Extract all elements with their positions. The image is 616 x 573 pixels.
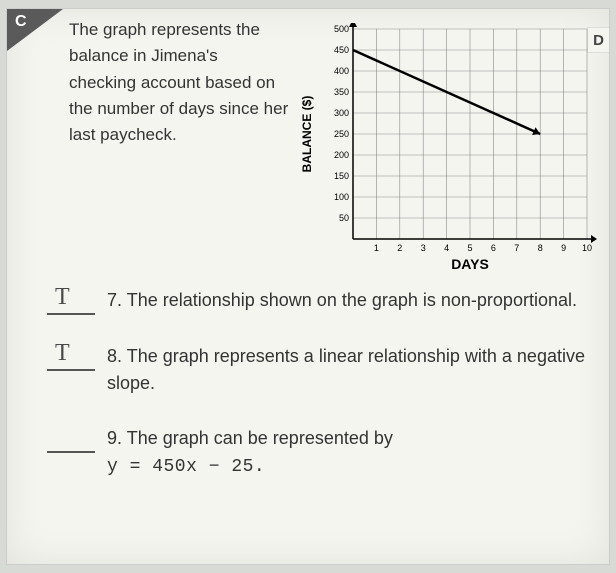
svg-text:500: 500 (334, 24, 349, 34)
question-row: T 7. The relationship shown on the graph… (47, 287, 589, 315)
question-number: 9. (107, 428, 122, 448)
question-number: 8. (107, 346, 122, 366)
svg-text:350: 350 (334, 87, 349, 97)
svg-text:DAYS: DAYS (451, 256, 489, 272)
svg-text:150: 150 (334, 171, 349, 181)
question-equation: y = 450x − 25. (107, 457, 265, 477)
question-text: 7. The relationship shown on the graph i… (107, 287, 589, 314)
intro-text: The graph represents the balance in Jime… (69, 17, 289, 149)
answer-blank-9[interactable] (47, 429, 95, 453)
svg-text:8: 8 (538, 243, 543, 253)
svg-text:300: 300 (334, 108, 349, 118)
svg-text:200: 200 (334, 150, 349, 160)
svg-text:1: 1 (374, 243, 379, 253)
question-text: 8. The graph represents a linear relatio… (107, 343, 589, 397)
question-row: 9. The graph can be represented by y = 4… (47, 425, 589, 481)
svg-text:9: 9 (561, 243, 566, 253)
svg-text:400: 400 (334, 66, 349, 76)
chart-svg: 1 2 3 4 5 6 7 8 9 10 50 100 150 200 250 300 350 400 450 500… (297, 23, 597, 273)
svg-text:2: 2 (397, 243, 402, 253)
answer-blank-7[interactable]: T (47, 291, 95, 315)
svg-text:3: 3 (421, 243, 426, 253)
handwritten-answer: T (55, 279, 70, 315)
answer-blank-8[interactable]: T (47, 347, 95, 371)
svg-text:7: 7 (514, 243, 519, 253)
question-number: 7. (107, 290, 122, 310)
svg-text:250: 250 (334, 129, 349, 139)
question-body: The relationship shown on the graph is n… (127, 290, 577, 310)
balance-chart: 1 2 3 4 5 6 7 8 9 10 50 100 150 200 250 300 350 400 450 500… (297, 23, 597, 273)
svg-text:5: 5 (467, 243, 472, 253)
svg-text:10: 10 (582, 243, 592, 253)
svg-text:4: 4 (444, 243, 449, 253)
handwritten-answer: T (55, 335, 70, 371)
section-label-c: C (15, 13, 27, 31)
question-row: T 8. The graph represents a linear relat… (47, 343, 589, 397)
question-list: T 7. The relationship shown on the graph… (47, 287, 589, 509)
svg-text:50: 50 (339, 213, 349, 223)
question-body: The graph represents a linear relationsh… (107, 346, 585, 393)
svg-text:450: 450 (334, 45, 349, 55)
svg-text:100: 100 (334, 192, 349, 202)
svg-text:6: 6 (491, 243, 496, 253)
question-text: 9. The graph can be represented by y = 4… (107, 425, 589, 481)
question-body: The graph can be represented by (127, 428, 393, 448)
worksheet-page: C D The graph represents the balance in … (6, 8, 610, 565)
svg-text:BALANCE ($): BALANCE ($) (300, 96, 314, 173)
